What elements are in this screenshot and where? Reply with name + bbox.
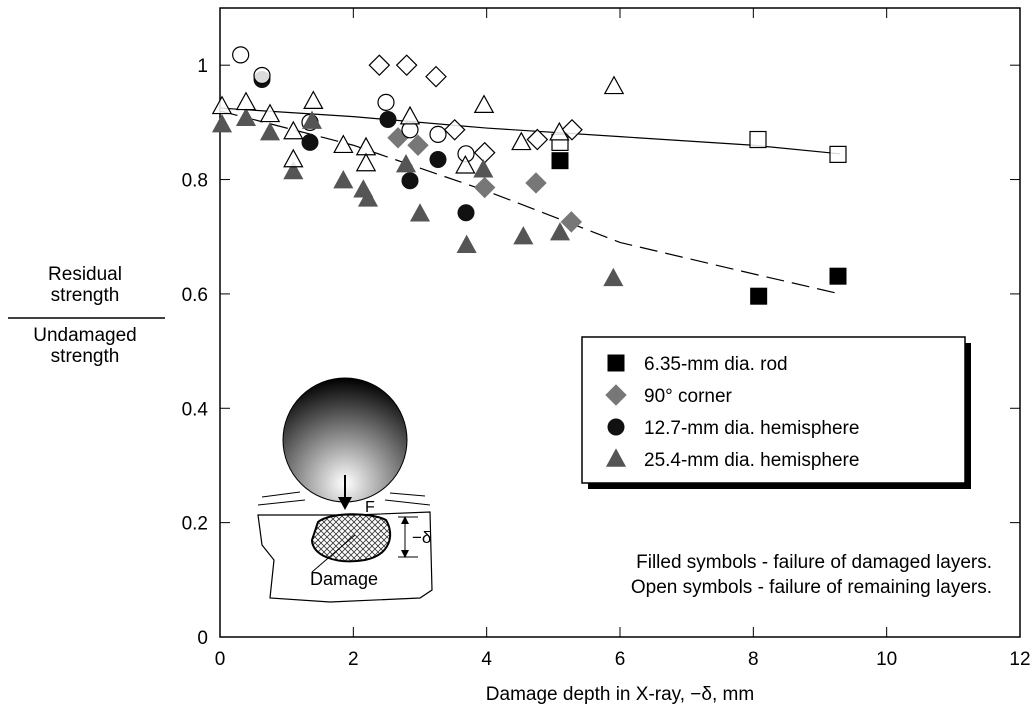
marker bbox=[303, 90, 324, 110]
marker bbox=[259, 122, 281, 141]
trend-line bbox=[219, 110, 841, 295]
marker bbox=[355, 136, 377, 156]
x-axis-label: Damage depth in X-ray, −δ, mm bbox=[486, 684, 754, 705]
legend-label: 25.4-mm dia. hemisphere bbox=[644, 450, 859, 471]
marker bbox=[443, 118, 466, 141]
inset-diagram: F −δ Damage bbox=[257, 377, 433, 603]
marker bbox=[605, 448, 627, 467]
y-axis-label: Undamaged bbox=[33, 325, 137, 346]
marker bbox=[333, 134, 354, 154]
marker bbox=[456, 234, 477, 254]
x-tick-label: 12 bbox=[1009, 649, 1030, 670]
marker bbox=[357, 188, 379, 207]
y-tick-label: 0.2 bbox=[182, 514, 208, 535]
y-axis-label: strength bbox=[51, 346, 120, 367]
inset-label: −δ bbox=[412, 528, 431, 547]
marker bbox=[235, 107, 257, 127]
y-tick-label: 0.6 bbox=[182, 285, 208, 306]
marker bbox=[473, 141, 496, 164]
x-tick-label: 10 bbox=[876, 649, 897, 670]
y-tick-label: 1 bbox=[197, 56, 208, 77]
x-tick-label: 4 bbox=[481, 649, 492, 670]
marker bbox=[425, 65, 447, 88]
marker bbox=[395, 154, 417, 173]
marker bbox=[259, 103, 281, 123]
y-tick-label: 0 bbox=[197, 628, 208, 649]
annotation: Open symbols - failure of remaining laye… bbox=[631, 577, 992, 598]
marker bbox=[429, 125, 447, 143]
marker bbox=[211, 114, 233, 133]
y-tick-label: 0.4 bbox=[182, 399, 209, 420]
marker bbox=[235, 91, 257, 111]
marker bbox=[457, 204, 475, 222]
marker bbox=[401, 172, 419, 190]
marker bbox=[368, 54, 391, 77]
marker bbox=[829, 267, 847, 285]
marker bbox=[603, 267, 624, 287]
marker bbox=[750, 287, 768, 305]
y-tick-label: 0.8 bbox=[182, 171, 208, 192]
marker bbox=[232, 46, 250, 64]
marker bbox=[301, 133, 319, 151]
x-tick-label: 0 bbox=[215, 649, 226, 670]
legend-label: 6.35-mm dia. rod bbox=[644, 354, 788, 375]
annotation: Filled symbols - failure of damaged laye… bbox=[636, 552, 992, 573]
legend bbox=[581, 336, 966, 484]
trend-line bbox=[219, 107, 841, 155]
marker bbox=[749, 130, 767, 149]
marker bbox=[551, 152, 569, 170]
marker bbox=[333, 170, 354, 189]
marker bbox=[473, 159, 494, 178]
marker bbox=[399, 105, 421, 125]
marker bbox=[283, 120, 304, 140]
x-tick-label: 2 bbox=[348, 649, 359, 670]
marker bbox=[355, 152, 377, 172]
marker bbox=[283, 148, 304, 168]
inset-label: F bbox=[365, 499, 375, 516]
marker bbox=[395, 54, 418, 77]
inset-label: Damage bbox=[310, 569, 378, 589]
marker bbox=[607, 354, 625, 372]
marker bbox=[409, 203, 431, 222]
marker bbox=[455, 154, 476, 174]
marker bbox=[513, 226, 534, 245]
marker bbox=[603, 75, 625, 95]
marker bbox=[525, 172, 547, 194]
marker bbox=[283, 160, 304, 180]
marker bbox=[473, 94, 495, 114]
y-axis-label: Residual bbox=[48, 264, 122, 285]
legend-label: 12.7-mm dia. hemisphere bbox=[644, 418, 859, 439]
marker bbox=[407, 134, 429, 156]
legend-label: 90° corner bbox=[644, 386, 733, 407]
marker bbox=[549, 222, 571, 241]
marker bbox=[253, 66, 271, 85]
marker bbox=[473, 176, 496, 199]
y-axis-label: strength bbox=[51, 285, 120, 306]
marker bbox=[526, 128, 549, 151]
marker bbox=[560, 211, 583, 233]
marker bbox=[211, 95, 233, 115]
marker bbox=[829, 145, 847, 163]
marker bbox=[379, 111, 397, 129]
marker bbox=[511, 131, 532, 151]
marker bbox=[561, 118, 583, 141]
x-tick-label: 8 bbox=[748, 649, 759, 670]
marker bbox=[301, 110, 323, 129]
x-tick-label: 6 bbox=[615, 649, 626, 670]
marker bbox=[605, 384, 627, 406]
marker bbox=[607, 418, 625, 436]
marker bbox=[377, 93, 395, 111]
marker bbox=[429, 151, 447, 169]
marker bbox=[549, 121, 570, 141]
